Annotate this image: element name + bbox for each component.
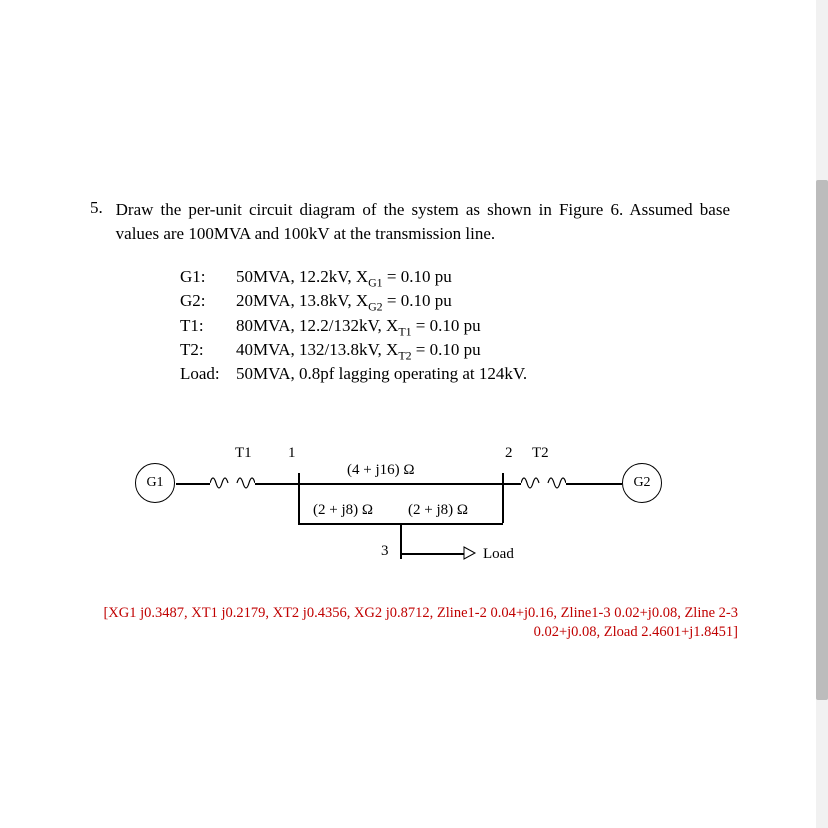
line-2-3 xyxy=(400,523,503,525)
t1-label: T1 xyxy=(235,445,252,462)
generator-g2: G2 xyxy=(622,463,662,503)
spec-g2: G2: 20MVA, 13.8kV, XG2 = 0.10 pu xyxy=(180,290,730,314)
transformer-t1-icon xyxy=(210,470,255,496)
z12-label: (4 + j16) Ω xyxy=(347,462,415,479)
g1-text: G1 xyxy=(146,475,163,491)
bus3-label: 3 xyxy=(381,543,389,560)
wire-bus2-t2 xyxy=(503,483,521,485)
spec-t2: T2: 40MVA, 132/13.8kV, XT2 = 0.10 pu xyxy=(180,339,730,363)
transformer-t2-icon xyxy=(521,470,566,496)
bus1-label: 1 xyxy=(288,445,296,462)
answer-key: [XG1 j0.3487, XT1 j0.2179, XT2 j0.4356, … xyxy=(78,604,738,642)
spec-t2-value: 40MVA, 132/13.8kV, XT2 = 0.10 pu xyxy=(236,339,481,363)
spec-t1: T1: 80MVA, 12.2/132kV, XT1 = 0.10 pu xyxy=(180,315,730,339)
wire-t1-bus1 xyxy=(255,483,298,485)
t2-label: T2 xyxy=(532,445,549,462)
circuit-diagram: G1 T1 1 (4 + j16) Ω 2 T2 G2 (2 + j8) Ω (… xyxy=(125,440,685,580)
spec-g1-label: G1: xyxy=(180,266,236,290)
wire-t2-g2 xyxy=(566,483,622,485)
spec-g2-value: 20MVA, 13.8kV, XG2 = 0.10 pu xyxy=(236,290,452,314)
problem-content: 5. Draw the per-unit circuit diagram of … xyxy=(90,198,730,386)
line-1-3 xyxy=(298,523,400,525)
spec-g2-label: G2: xyxy=(180,290,236,314)
spec-load-label: Load: xyxy=(180,363,236,386)
bus2-label: 2 xyxy=(505,445,513,462)
load-label: Load xyxy=(483,546,514,563)
generator-g1: G1 xyxy=(135,463,175,503)
spec-t2-label: T2: xyxy=(180,339,236,363)
wire-g1-t1 xyxy=(176,483,210,485)
specifications: G1: 50MVA, 12.2kV, XG1 = 0.10 pu G2: 20M… xyxy=(180,266,730,387)
problem-text: Draw the per-unit circuit diagram of the… xyxy=(116,198,730,246)
scrollbar-track[interactable] xyxy=(816,0,828,828)
load-arrow-icon xyxy=(463,546,477,560)
wire-bus2-down xyxy=(502,483,504,523)
spec-g1-value: 50MVA, 12.2kV, XG1 = 0.10 pu xyxy=(236,266,452,290)
spec-t1-value: 80MVA, 12.2/132kV, XT1 = 0.10 pu xyxy=(236,315,481,339)
spec-g1: G1: 50MVA, 12.2kV, XG1 = 0.10 pu xyxy=(180,266,730,290)
spec-load: Load: 50MVA, 0.8pf lagging operating at … xyxy=(180,363,730,386)
wire-bus3-load xyxy=(400,553,464,555)
wire-bus1-down xyxy=(298,483,300,523)
g2-text: G2 xyxy=(633,475,650,491)
problem-number: 5. xyxy=(90,198,116,246)
problem-statement: 5. Draw the per-unit circuit diagram of … xyxy=(90,198,730,246)
z13-label: (2 + j8) Ω xyxy=(313,502,373,519)
scrollbar-thumb[interactable] xyxy=(816,180,828,700)
line-1-2 xyxy=(299,483,502,485)
spec-load-value: 50MVA, 0.8pf lagging operating at 124kV. xyxy=(236,363,527,386)
z23-label: (2 + j8) Ω xyxy=(408,502,468,519)
spec-t1-label: T1: xyxy=(180,315,236,339)
